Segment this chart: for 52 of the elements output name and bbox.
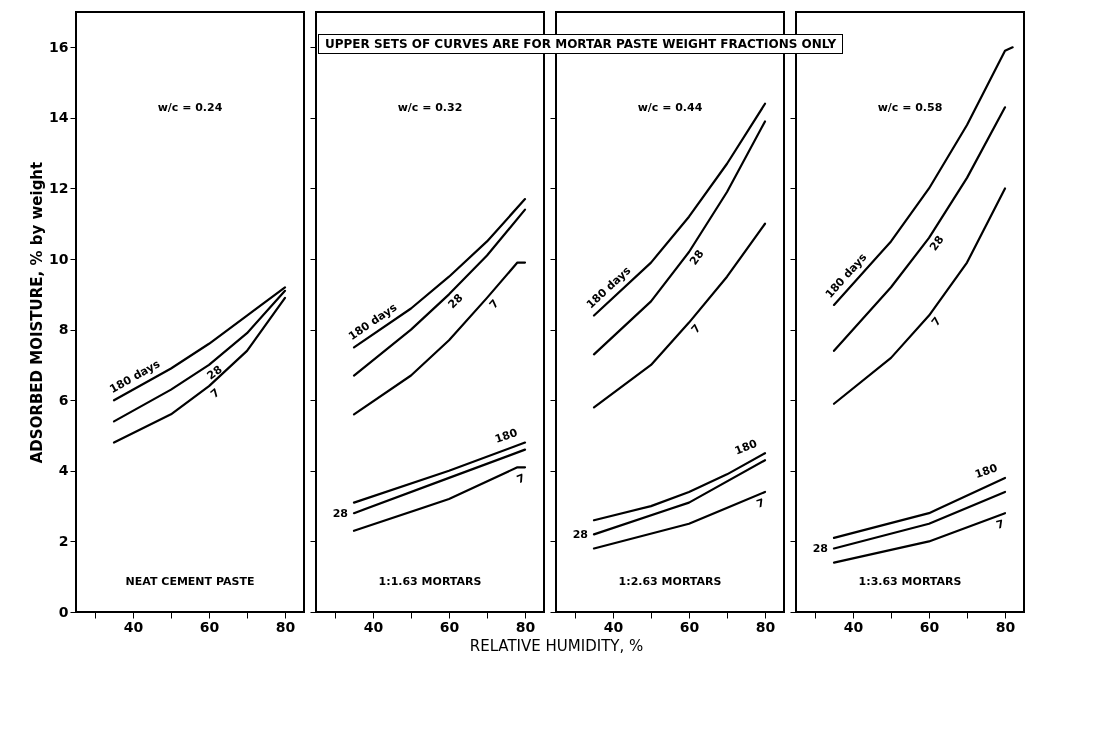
text: 7 bbox=[688, 321, 704, 336]
series-label: 28 bbox=[812, 542, 828, 556]
annotation: w/c = 0.44 bbox=[637, 101, 703, 114]
y-tick-label: 0 bbox=[58, 603, 69, 620]
line-series bbox=[112, 296, 287, 444]
text: 7 bbox=[486, 296, 502, 312]
annotation: w/c = 0.58 bbox=[877, 101, 943, 114]
x-tick-label: 80 bbox=[995, 618, 1016, 635]
text: 180 bbox=[732, 436, 760, 458]
y-tick-label: 4 bbox=[58, 462, 69, 479]
y-tick-label: 6 bbox=[58, 391, 69, 408]
y-axis-title: ADSORBED MOISTURE, % by weight bbox=[28, 161, 47, 464]
x-tick-label: 40 bbox=[843, 618, 864, 635]
text: 180 bbox=[493, 425, 520, 446]
x-tick-label: 40 bbox=[363, 618, 384, 635]
annotation: w/c = 0.24 bbox=[157, 101, 223, 114]
text: 28 bbox=[204, 362, 225, 383]
text: 7 bbox=[928, 314, 944, 329]
text: 7 bbox=[515, 471, 527, 487]
y-tick-label: 14 bbox=[49, 109, 69, 126]
annotation: 1:2.63 MORTARS bbox=[618, 575, 722, 588]
x-tick-label: 60 bbox=[679, 618, 700, 635]
x-tick-label: 80 bbox=[515, 618, 536, 635]
note-box: UPPER SETS OF CURVES ARE FOR MORTAR PASTE WEIGHT FRACTIONS ONLY bbox=[318, 34, 844, 54]
y-tick-label: 16 bbox=[49, 38, 69, 55]
x-tick-label: 60 bbox=[199, 618, 220, 635]
x-tick-label: 60 bbox=[439, 618, 460, 635]
y-tick-label: 2 bbox=[58, 532, 69, 549]
x-axis-title: RELATIVE HUMIDITY, % bbox=[469, 636, 644, 655]
x-tick-label: 40 bbox=[123, 618, 144, 635]
series-label: 28 bbox=[332, 507, 348, 521]
y-tick-label: 8 bbox=[58, 321, 69, 338]
text: 7 bbox=[994, 517, 1006, 532]
text: 180 days bbox=[107, 357, 163, 396]
text: 180 bbox=[973, 461, 1000, 482]
series-label: 28 bbox=[572, 528, 588, 542]
annotation: NEAT CEMENT PASTE bbox=[125, 575, 255, 588]
x-tick-label: 60 bbox=[919, 618, 940, 635]
annotation: 1:1.63 MORTARS bbox=[378, 575, 482, 588]
x-tick-label: 40 bbox=[603, 618, 624, 635]
text: 7 bbox=[754, 496, 767, 511]
text: 28 bbox=[445, 291, 466, 312]
text: 7 bbox=[207, 385, 223, 401]
annotation: w/c = 0.32 bbox=[397, 101, 463, 114]
text: 28 bbox=[927, 233, 947, 254]
text: 28 bbox=[687, 247, 707, 268]
x-tick-label: 80 bbox=[755, 618, 776, 635]
line-series bbox=[112, 289, 287, 423]
y-tick-label: 12 bbox=[49, 179, 69, 196]
annotation: 1:3.63 MORTARS bbox=[858, 575, 962, 588]
x-tick-label: 80 bbox=[275, 618, 296, 635]
y-tick-label: 10 bbox=[49, 250, 69, 267]
